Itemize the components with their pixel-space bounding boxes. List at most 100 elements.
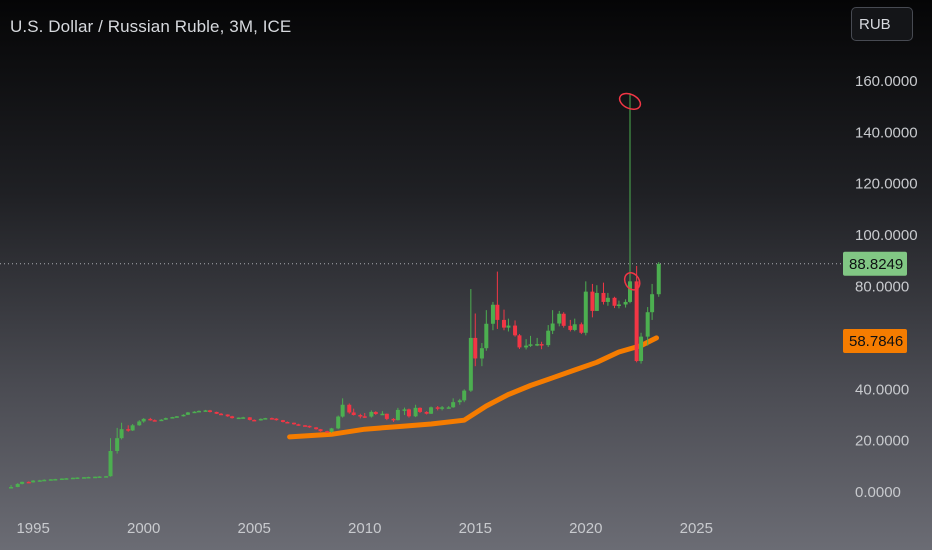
candle xyxy=(75,477,80,479)
candle-body xyxy=(634,281,639,362)
candle-body xyxy=(263,418,268,420)
candle xyxy=(252,419,257,422)
candle xyxy=(230,415,235,419)
candle-body xyxy=(307,425,312,428)
candle-body xyxy=(9,487,14,489)
candle-body xyxy=(336,416,341,429)
candle xyxy=(336,415,341,430)
candle xyxy=(225,414,230,417)
candle xyxy=(70,477,75,480)
candle xyxy=(130,424,135,431)
candle-body xyxy=(524,345,529,348)
candle-body xyxy=(225,414,230,417)
candle-body xyxy=(550,323,555,331)
candle-body xyxy=(429,407,434,414)
candle-body xyxy=(97,476,102,478)
candle-body xyxy=(506,325,511,328)
candle-body xyxy=(402,409,407,411)
chart-title: U.S. Dollar / Russian Ruble, 3M, ICE xyxy=(10,17,292,36)
candle xyxy=(93,476,98,479)
price-tick-label: 80.0000 xyxy=(855,278,909,295)
candle xyxy=(170,416,175,419)
candle xyxy=(391,418,396,422)
price-tick-label: 160.0000 xyxy=(855,73,918,90)
candle xyxy=(196,410,201,413)
candle-body xyxy=(241,417,246,419)
candle-body xyxy=(568,325,573,330)
candle xyxy=(269,417,274,420)
candle-body xyxy=(203,410,208,412)
candle xyxy=(108,438,113,477)
candle xyxy=(15,483,20,488)
price-tick-label: 120.0000 xyxy=(855,176,918,193)
candle-body xyxy=(325,431,330,433)
candle xyxy=(307,425,312,428)
candle-body xyxy=(192,411,197,414)
candle xyxy=(64,478,69,480)
candle-body xyxy=(513,325,518,336)
candle-body xyxy=(601,292,606,302)
candle-body xyxy=(303,425,308,427)
candle-body xyxy=(108,451,113,477)
candle xyxy=(115,427,120,454)
candle xyxy=(20,481,25,485)
candle xyxy=(639,332,644,364)
time-tick-label: 2000 xyxy=(127,520,160,537)
price-tick-label: 140.0000 xyxy=(855,124,918,141)
candle-body xyxy=(285,421,290,424)
candle xyxy=(462,389,467,403)
candle xyxy=(258,418,263,421)
candle xyxy=(506,318,511,332)
annotations-layer xyxy=(618,92,642,291)
candle-body xyxy=(258,418,263,421)
moving-average-tag xyxy=(843,329,907,354)
candle xyxy=(413,404,418,418)
candle-body xyxy=(395,409,400,421)
peak-circle-annotation xyxy=(618,92,642,111)
candle xyxy=(590,283,595,318)
candle xyxy=(358,413,363,419)
candle-body xyxy=(230,416,235,419)
candle xyxy=(429,406,434,414)
candle-body xyxy=(579,324,584,333)
candle xyxy=(495,271,500,329)
price-tick-label: 20.0000 xyxy=(855,433,909,450)
candle-body xyxy=(37,480,42,482)
moving-average-layer xyxy=(287,335,659,440)
candle-body xyxy=(351,412,356,416)
candle xyxy=(634,265,639,363)
time-tick-label: 2005 xyxy=(238,520,271,537)
candle-body xyxy=(137,421,142,426)
candle xyxy=(192,411,197,414)
candle xyxy=(340,398,345,418)
candle-body xyxy=(406,409,411,417)
candle-body xyxy=(561,313,566,326)
candle-body xyxy=(196,410,201,413)
candle-body xyxy=(130,425,135,431)
candle xyxy=(181,414,186,417)
candle-body xyxy=(208,410,212,412)
candle-body xyxy=(539,344,544,346)
candle xyxy=(26,481,31,484)
candle-body xyxy=(181,414,186,417)
candle-body xyxy=(280,420,285,422)
candle-body xyxy=(656,263,661,295)
candle xyxy=(623,299,628,308)
candle-body xyxy=(650,294,655,313)
candle xyxy=(601,282,606,305)
candle xyxy=(517,334,522,349)
candle-body xyxy=(639,336,644,362)
moving-average-line xyxy=(287,335,659,440)
candle-body xyxy=(252,419,257,422)
candle-body xyxy=(628,281,632,302)
last-price-label: 88.8249 xyxy=(849,256,903,273)
candle xyxy=(616,300,621,309)
candle-body xyxy=(340,404,345,417)
time-tick-label: 2015 xyxy=(459,520,492,537)
time-axis: 1995 2000 2005 2010 2015 2020 2025 xyxy=(16,520,713,537)
candle-body xyxy=(583,291,588,333)
currency-button[interactable]: RUB xyxy=(851,7,913,41)
candle xyxy=(325,430,330,433)
time-tick-label: 2020 xyxy=(569,520,602,537)
